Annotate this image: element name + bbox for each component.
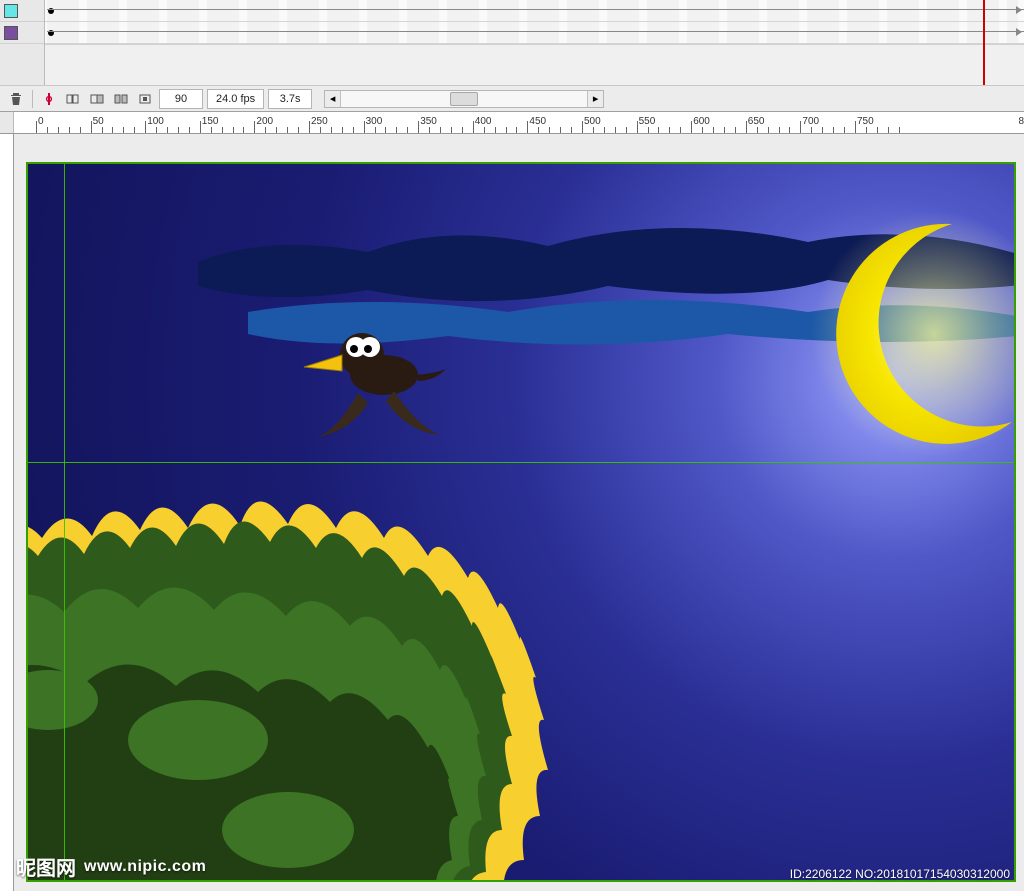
tween-span[interactable] <box>47 31 1024 34</box>
ruler-tick-label: 550 <box>639 116 656 127</box>
timeline-frame-grid[interactable] <box>45 0 1024 85</box>
timeline-layer-row[interactable] <box>45 22 1024 44</box>
modify-markers-icon[interactable] <box>135 89 155 109</box>
timeline-h-scrollbar[interactable]: ◂ ▸ <box>324 90 604 108</box>
ruler-tick-label: 0 <box>38 116 44 127</box>
ruler-horizontal[interactable]: 0 50 100 150 200 250 300 350 400 450 500 550 600 650 7… <box>0 112 1024 134</box>
ruler-tick-label: 100 <box>147 116 164 127</box>
scroll-right-arrow-icon[interactable]: ▸ <box>587 91 603 107</box>
ruler-tick-label: 350 <box>420 116 437 127</box>
guide-vertical[interactable] <box>64 164 65 880</box>
current-frame-field[interactable]: 90 <box>159 89 203 109</box>
layer-row-gutter[interactable] <box>0 0 44 22</box>
frame-rate-field[interactable]: 24.0 fps <box>207 89 264 109</box>
ruler-tick-label: 650 <box>748 116 765 127</box>
layer-color-swatch[interactable] <box>4 26 18 40</box>
foliage-artwork <box>26 360 608 882</box>
timeline-layer-gutter <box>0 0 45 85</box>
app-root: 90 24.0 fps 3.7s ◂ ▸ 0 50 100 150 200 250 300 3… <box>0 0 1024 891</box>
watermark-left: 昵图网 www.nipic.com <box>16 852 206 881</box>
onion-skin-outlines-icon[interactable] <box>87 89 107 109</box>
trash-icon[interactable] <box>6 89 26 109</box>
ruler-tick-label: 50 <box>93 116 104 127</box>
stage-canvas[interactable] <box>26 162 1016 882</box>
ruler-tick-label: 400 <box>475 116 492 127</box>
ruler-tick-label: 8 <box>1018 116 1024 127</box>
timeline-playhead[interactable] <box>983 0 985 85</box>
ruler-corner <box>0 112 14 133</box>
watermark-right: ID:2206122 NO:20181017154030312000 <box>790 867 1010 881</box>
stage-area <box>0 134 1024 891</box>
timeline-tracks <box>0 0 1024 85</box>
ruler-tick-label: 600 <box>693 116 710 127</box>
elapsed-time-field: 3.7s <box>268 89 312 109</box>
ruler-tick-label: 500 <box>584 116 601 127</box>
scroll-left-arrow-icon[interactable]: ◂ <box>325 91 341 107</box>
watermark-logo-text: 昵图网 <box>16 852 76 881</box>
ruler-tick-label: 150 <box>202 116 219 127</box>
ruler-vertical[interactable] <box>0 134 14 891</box>
scrollbar-thumb[interactable] <box>450 92 478 106</box>
ruler-tick-label: 700 <box>802 116 819 127</box>
guide-horizontal[interactable] <box>28 462 1014 463</box>
edit-multiple-frames-icon[interactable] <box>111 89 131 109</box>
watermark-url: www.nipic.com <box>84 858 206 876</box>
ruler-scale[interactable]: 0 50 100 150 200 250 300 350 400 450 500 550 600 650 7… <box>14 112 1024 133</box>
ruler-tick-label: 200 <box>256 116 273 127</box>
moon-artwork <box>794 194 1016 474</box>
stage-viewport[interactable] <box>14 134 1024 891</box>
layer-color-swatch[interactable] <box>4 4 18 18</box>
ruler-tick-label: 750 <box>857 116 874 127</box>
timeline-layer-row[interactable] <box>45 0 1024 22</box>
layer-row-gutter[interactable] <box>0 22 44 44</box>
separator <box>32 90 33 108</box>
ruler-tick-label: 450 <box>529 116 546 127</box>
ruler-tick-label: 300 <box>366 116 383 127</box>
timeline-status-bar: 90 24.0 fps 3.7s ◂ ▸ <box>0 85 1024 111</box>
onion-skin-icon[interactable] <box>63 89 83 109</box>
center-frame-icon[interactable] <box>39 89 59 109</box>
timeline-panel: 90 24.0 fps 3.7s ◂ ▸ <box>0 0 1024 112</box>
ruler-tick-label: 250 <box>311 116 328 127</box>
tween-span[interactable] <box>47 9 1024 12</box>
timeline-empty-area <box>45 44 1024 45</box>
